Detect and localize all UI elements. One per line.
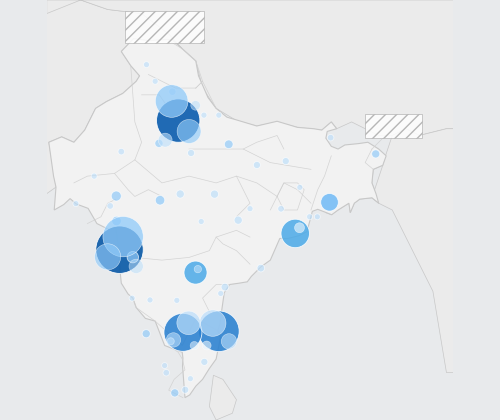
Circle shape: [155, 139, 163, 147]
Circle shape: [112, 216, 122, 226]
Polygon shape: [318, 156, 383, 215]
Circle shape: [170, 389, 179, 397]
Polygon shape: [0, 0, 182, 203]
Circle shape: [201, 112, 207, 118]
Circle shape: [198, 311, 239, 352]
Bar: [126, 11, 204, 43]
Circle shape: [168, 88, 176, 95]
Circle shape: [294, 223, 304, 233]
Circle shape: [129, 295, 135, 301]
Circle shape: [127, 252, 138, 263]
Circle shape: [281, 219, 310, 248]
Circle shape: [278, 205, 284, 212]
Circle shape: [216, 112, 222, 118]
Circle shape: [96, 226, 143, 273]
Circle shape: [176, 190, 184, 198]
Circle shape: [188, 150, 194, 157]
Circle shape: [202, 341, 211, 350]
Circle shape: [222, 334, 236, 349]
Circle shape: [147, 297, 153, 303]
Circle shape: [257, 264, 264, 272]
Circle shape: [210, 190, 218, 198]
Polygon shape: [49, 39, 386, 398]
Circle shape: [194, 265, 202, 273]
Circle shape: [94, 244, 120, 270]
Circle shape: [372, 150, 380, 158]
Polygon shape: [372, 129, 467, 373]
Circle shape: [107, 203, 114, 209]
Circle shape: [218, 291, 224, 297]
Circle shape: [142, 330, 150, 338]
Circle shape: [188, 376, 194, 382]
Circle shape: [201, 358, 208, 365]
Polygon shape: [47, 0, 460, 136]
Circle shape: [254, 162, 260, 168]
Circle shape: [174, 297, 180, 303]
Circle shape: [247, 206, 253, 212]
Circle shape: [166, 333, 180, 347]
Circle shape: [103, 216, 143, 257]
Circle shape: [164, 313, 202, 351]
Circle shape: [91, 173, 97, 179]
Circle shape: [156, 195, 165, 205]
Circle shape: [224, 140, 233, 149]
Circle shape: [129, 259, 143, 273]
Circle shape: [297, 184, 303, 190]
Circle shape: [320, 194, 338, 211]
Circle shape: [182, 386, 189, 393]
Circle shape: [328, 134, 334, 141]
Circle shape: [156, 85, 188, 117]
Circle shape: [177, 120, 201, 143]
Circle shape: [162, 362, 168, 368]
Circle shape: [163, 370, 170, 376]
Circle shape: [158, 133, 172, 147]
Circle shape: [118, 148, 124, 155]
Circle shape: [221, 284, 228, 291]
Circle shape: [234, 216, 242, 224]
Circle shape: [306, 214, 312, 220]
Bar: [365, 114, 422, 138]
Circle shape: [314, 214, 320, 220]
Circle shape: [184, 261, 207, 284]
Circle shape: [191, 101, 200, 110]
Circle shape: [200, 310, 226, 336]
Circle shape: [156, 99, 200, 142]
Circle shape: [177, 311, 201, 335]
Circle shape: [112, 191, 122, 201]
Circle shape: [152, 78, 158, 84]
Circle shape: [282, 158, 290, 165]
Circle shape: [144, 62, 150, 68]
Polygon shape: [210, 375, 236, 420]
Circle shape: [73, 201, 79, 207]
Circle shape: [190, 341, 198, 350]
Circle shape: [198, 218, 204, 225]
Circle shape: [167, 338, 174, 345]
